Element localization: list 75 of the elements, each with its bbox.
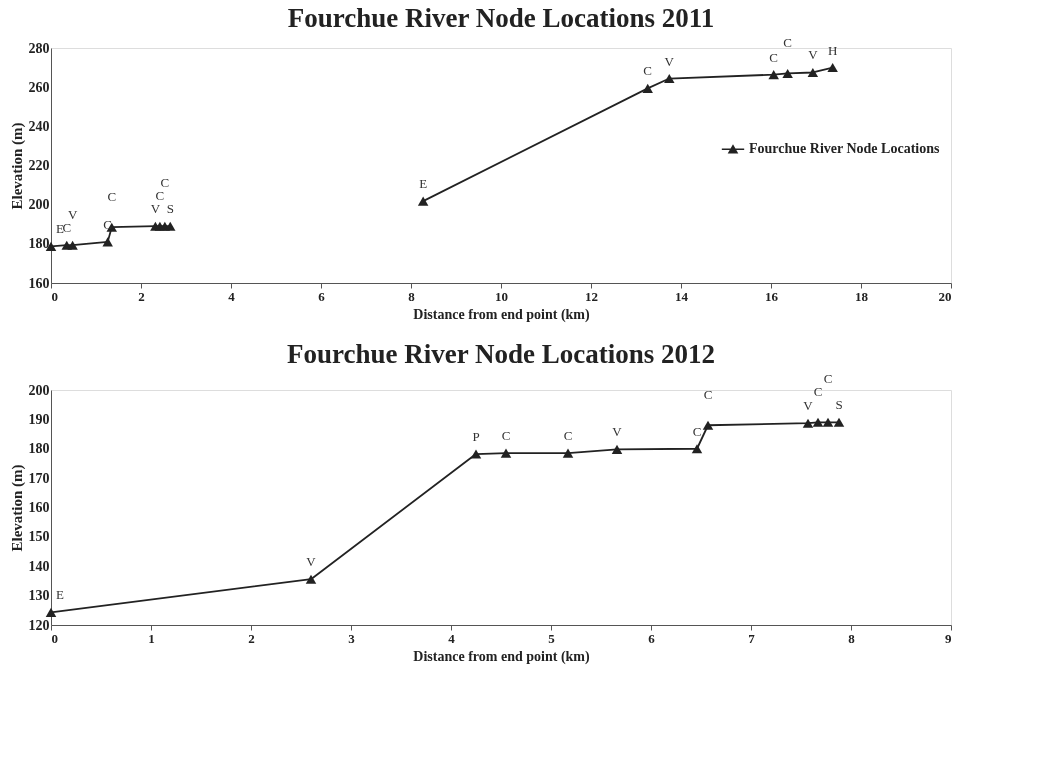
x-tick-label: 4	[228, 288, 236, 304]
annotation: V	[664, 53, 675, 69]
annotation: V	[808, 47, 819, 63]
x-tick-label: 6	[318, 288, 326, 304]
point	[305, 574, 317, 584]
y-tick-label: 160	[28, 275, 50, 291]
x-tick-label: 8	[408, 288, 416, 304]
y-axis-title: Elevation (m)	[8, 122, 26, 210]
y-tick-label: 180	[28, 236, 50, 252]
y-tick-label: 260	[28, 79, 50, 95]
y-tick-label: 220	[28, 158, 50, 173]
y-tick-label: 200	[28, 197, 50, 213]
x-tick-label: 4	[448, 630, 456, 646]
x-tick-label: 7	[748, 630, 756, 646]
annotation: C	[703, 387, 713, 403]
x-tick-label: 14	[675, 288, 689, 304]
x-tick-label: 5	[548, 630, 556, 646]
annotation: V	[150, 201, 161, 217]
x-tick-label: 9	[945, 630, 952, 646]
x-tick-label: 0	[51, 630, 58, 646]
annotation: H	[827, 42, 838, 58]
annotation: C	[769, 49, 779, 65]
y-tick-label: 180	[28, 441, 50, 457]
x-tick-label: 2	[248, 630, 255, 646]
x-tick-label: 16	[765, 288, 779, 304]
point	[417, 196, 429, 206]
x-tick-label: 3	[348, 630, 356, 646]
y-axis-title: Elevation (m)	[8, 464, 26, 552]
annotation: C	[692, 423, 702, 439]
annotation: V	[306, 554, 317, 570]
x-tick-label: 0	[51, 288, 58, 304]
y-tick-label: 130	[28, 588, 50, 604]
annotation: S	[835, 397, 843, 413]
annotation: C	[823, 371, 833, 387]
y-tick-label: 160	[28, 500, 50, 515]
y-tick-label: 120	[28, 617, 50, 633]
y-tick-label: 190	[28, 411, 50, 427]
annotation: S	[166, 201, 174, 217]
x-tick-label: 18	[855, 288, 869, 304]
x-tick-label: 10	[495, 288, 508, 304]
annotation: V	[612, 424, 623, 440]
annotation: C	[813, 384, 823, 400]
annotation: V	[67, 207, 78, 223]
annotation: C	[107, 189, 117, 205]
point	[165, 221, 176, 231]
annotation: C	[62, 220, 72, 236]
chart-title: Fourchue River Node Locations 2011	[287, 3, 715, 34]
x-tick-label: 20	[938, 288, 952, 304]
annotation: V	[803, 398, 814, 414]
y-tick-label: 150	[28, 529, 50, 545]
annotation: E	[419, 176, 428, 192]
x-tick-label: 12	[585, 288, 598, 304]
annotation: C	[643, 63, 653, 79]
legend-label: Fourchue River Node Locations	[749, 141, 940, 157]
chart-title: Fourchue River Node Locations 2012	[287, 339, 715, 370]
y-tick-label: 140	[28, 558, 50, 574]
annotation: C	[160, 175, 170, 191]
annotation: E	[56, 587, 65, 603]
annotation: C	[501, 428, 511, 444]
annotation: C	[783, 35, 792, 51]
annotation: P	[472, 429, 480, 445]
y-tick-label: 170	[28, 470, 50, 486]
y-tick-label: 280	[28, 40, 50, 56]
x-axis-title: Distance from end point (km)	[413, 306, 590, 323]
annotation: E	[56, 221, 65, 237]
annotation: C	[103, 216, 113, 232]
x-tick-label: 6	[648, 630, 656, 646]
y-tick-label: 200	[28, 382, 50, 398]
x-tick-label: 2	[138, 288, 145, 304]
annotation: C	[563, 428, 573, 444]
x-axis-title: Distance from end point (km)	[413, 648, 590, 665]
x-tick-label: 1	[148, 630, 155, 646]
x-tick-label: 8	[848, 630, 856, 646]
annotation: C	[155, 188, 165, 204]
y-tick-label: 240	[28, 118, 50, 134]
